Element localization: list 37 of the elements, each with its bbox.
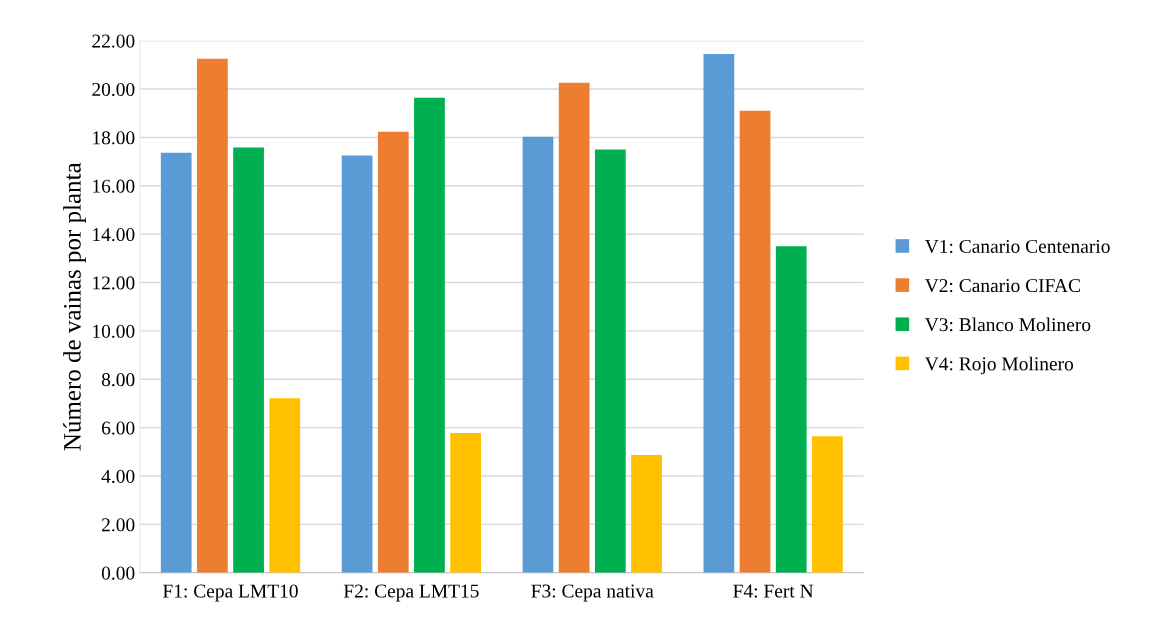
bar [522,136,554,573]
y-tick-label: 20.00 [92,82,135,97]
y-tick-label: 16.00 [93,179,135,193]
bar [631,455,662,573]
y-tick-label: 14.00 [93,228,135,242]
bar [812,436,843,573]
bar [703,53,735,573]
bar [160,152,192,573]
bar [269,398,301,573]
bar [775,246,807,573]
y-tick-label: 0.00 [101,566,135,580]
y-tick-label: 22.00 [92,34,135,48]
y-tick-label: 12.00 [93,276,135,290]
bar [414,97,445,573]
bar [594,149,626,573]
x-tick-label: F1: Cepa LMT10 [162,584,298,602]
y-tick-label: 4.00 [101,469,135,484]
x-tick-label: F3: Cepa nativa [531,584,654,602]
y-tick-label: 10.00 [93,324,135,338]
bar [450,432,482,573]
y-tick-label: 18.00 [93,131,135,145]
x-tick-label: F4: Fert N [733,584,814,598]
legend-label: V4: Rojo Molinero [924,356,1074,375]
legend-label: V3: Blanco Molinero [924,317,1091,332]
legend-label: V1: Canario Centenario [924,239,1110,254]
bar [558,82,590,573]
legend-label: V2: Canario CIFAC [924,279,1080,293]
bar [377,131,409,573]
y-tick-label: 8.00 [101,373,135,387]
bar [197,58,228,573]
bar [341,155,373,573]
x-tick-label: F2: Cepa LMT15 [343,584,479,602]
bar [739,110,771,573]
y-axis-title: Número de vainas por planta [63,162,86,451]
y-tick-label: 6.00 [101,421,135,435]
bar [233,147,264,573]
y-tick-label: 2.00 [102,518,135,532]
